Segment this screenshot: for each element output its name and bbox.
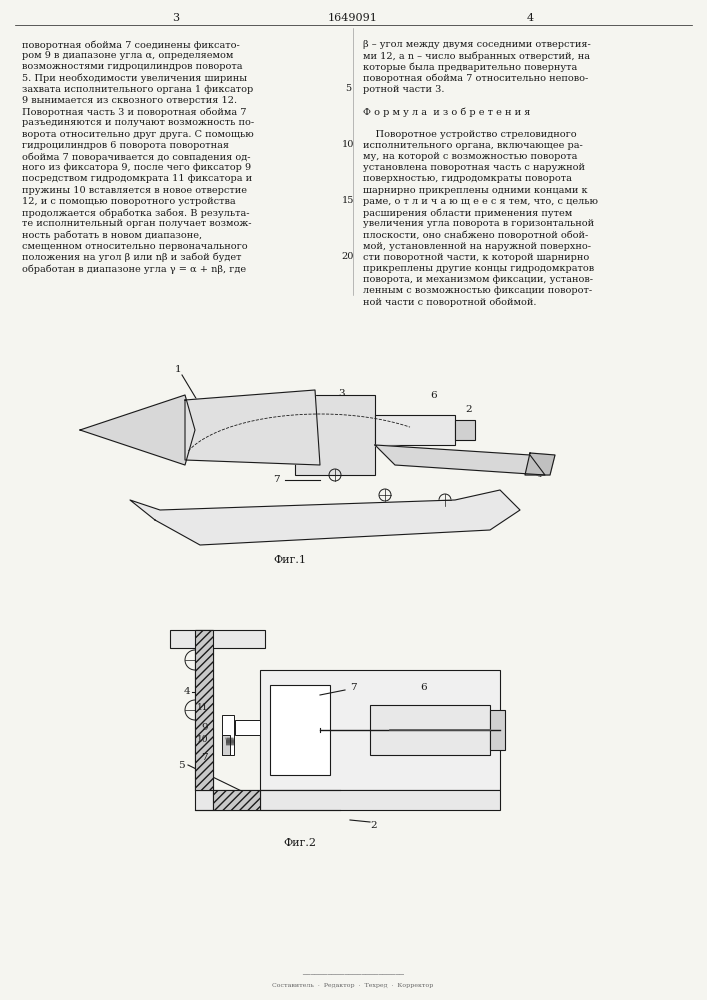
Text: ми 12, а n – число выбранных отверстий, на: ми 12, а n – число выбранных отверстий, … bbox=[363, 51, 590, 61]
Text: Фиг.1: Фиг.1 bbox=[274, 555, 307, 565]
Text: мой, установленной на наружной поверхно-: мой, установленной на наружной поверхно- bbox=[363, 242, 591, 251]
Text: плоскости, оно снабжено поворотной обой-: плоскости, оно снабжено поворотной обой- bbox=[363, 230, 588, 240]
Text: ворота относительно друг друга. С помощью: ворота относительно друг друга. С помощь… bbox=[22, 130, 254, 139]
Text: 4: 4 bbox=[527, 13, 534, 23]
Bar bbox=[260, 670, 500, 790]
Text: 4: 4 bbox=[183, 688, 190, 696]
Bar bbox=[235, 720, 260, 735]
Text: 5: 5 bbox=[178, 760, 185, 770]
Bar bbox=[270, 685, 330, 775]
Text: 9 вынимается из сквозного отверстия 12.: 9 вынимается из сквозного отверстия 12. bbox=[22, 96, 237, 105]
Text: Составитель  ·  Редактор  ·  Техред  ·  Корректор: Составитель · Редактор · Техред · Коррек… bbox=[272, 982, 433, 988]
Bar bbox=[195, 630, 213, 810]
Text: 15: 15 bbox=[341, 196, 354, 205]
Text: поворотная обойма 7 соединены фиксато-: поворотная обойма 7 соединены фиксато- bbox=[22, 40, 240, 49]
Bar bbox=[375, 415, 455, 445]
Text: 6: 6 bbox=[430, 390, 437, 399]
Text: 3: 3 bbox=[173, 13, 180, 23]
Text: ротной части 3.: ротной части 3. bbox=[363, 85, 445, 94]
Polygon shape bbox=[80, 395, 195, 465]
Bar bbox=[222, 715, 234, 755]
Text: сти поворотной части, к которой шарнирно: сти поворотной части, к которой шарнирно bbox=[363, 253, 589, 262]
Text: гидроцилиндров 6 поворота поворотная: гидроцилиндров 6 поворота поворотная bbox=[22, 141, 229, 150]
Bar bbox=[260, 790, 500, 810]
Text: ного из фиксатора 9, после чего фиксатор 9: ного из фиксатора 9, после чего фиксатор… bbox=[22, 163, 251, 172]
Text: 12, и с помощью поворотного устройства: 12, и с помощью поворотного устройства bbox=[22, 197, 235, 206]
Text: возможностями гидроцилиндров поворота: возможностями гидроцилиндров поворота bbox=[22, 62, 243, 71]
Text: 10: 10 bbox=[197, 736, 208, 744]
Text: поворота, и механизмом фиксации, установ-: поворота, и механизмом фиксации, установ… bbox=[363, 275, 593, 284]
Text: разъединяются и получают возможность по-: разъединяются и получают возможность по- bbox=[22, 118, 254, 127]
Polygon shape bbox=[525, 453, 555, 475]
Text: 7: 7 bbox=[350, 684, 356, 692]
Text: установлена поворотная часть с наружной: установлена поворотная часть с наружной bbox=[363, 163, 585, 172]
Text: ность работать в новом диапазоне,: ность работать в новом диапазоне, bbox=[22, 230, 202, 240]
Text: 8: 8 bbox=[286, 442, 292, 452]
Text: которые была предварительно повернута: которые была предварительно повернута bbox=[363, 62, 577, 72]
Text: 3: 3 bbox=[338, 388, 344, 397]
Text: поверхностью, гидродомкраты поворота: поверхностью, гидродомкраты поворота bbox=[363, 174, 572, 183]
Text: 11: 11 bbox=[197, 704, 208, 712]
Text: 2: 2 bbox=[370, 820, 377, 830]
Text: Ф о р м у л а  и з о б р е т е н и я: Ф о р м у л а и з о б р е т е н и я bbox=[363, 107, 530, 117]
Text: поворотная обойма 7 относительно непово-: поворотная обойма 7 относительно непово- bbox=[363, 74, 588, 83]
Text: ────────────────────────: ──────────────────────── bbox=[302, 972, 404, 978]
Polygon shape bbox=[130, 490, 520, 545]
Text: 5: 5 bbox=[345, 84, 351, 93]
Text: обойма 7 поворачивается до совпадения од-: обойма 7 поворачивается до совпадения од… bbox=[22, 152, 250, 161]
Text: 7: 7 bbox=[274, 476, 280, 485]
Polygon shape bbox=[185, 390, 320, 465]
Bar bbox=[295, 395, 375, 475]
Text: ром 9 в диапазоне угла α, определяемом: ром 9 в диапазоне угла α, определяемом bbox=[22, 51, 233, 60]
Text: 2: 2 bbox=[465, 406, 472, 414]
Text: Фиг.2: Фиг.2 bbox=[284, 838, 317, 848]
Bar bbox=[455, 420, 475, 440]
Bar bbox=[170, 630, 265, 648]
Polygon shape bbox=[195, 630, 260, 810]
Text: увеличения угла поворота в горизонтальной: увеличения угла поворота в горизонтально… bbox=[363, 219, 594, 228]
Text: те исполнительный орган получает возмож-: те исполнительный орган получает возмож- bbox=[22, 219, 252, 228]
Text: 20: 20 bbox=[341, 252, 354, 261]
Text: захвата исполнительного органа 1 фиксатор: захвата исполнительного органа 1 фиксато… bbox=[22, 85, 253, 94]
Text: му, на которой с возможностью поворота: му, на которой с возможностью поворота bbox=[363, 152, 578, 161]
Text: 7: 7 bbox=[201, 754, 208, 762]
Text: раме, о т л и ч а ю щ е е с я тем, что, с целью: раме, о т л и ч а ю щ е е с я тем, что, … bbox=[363, 197, 598, 206]
Text: смещенном относительно первоначального: смещенном относительно первоначального bbox=[22, 242, 247, 251]
Text: 9: 9 bbox=[201, 724, 208, 732]
Text: ленным с возможностью фиксации поворот-: ленным с возможностью фиксации поворот- bbox=[363, 286, 592, 295]
Text: 10: 10 bbox=[341, 140, 354, 149]
Text: прикреплены другие концы гидродомкратов: прикреплены другие концы гидродомкратов bbox=[363, 264, 594, 273]
Bar bbox=[490, 710, 505, 750]
Text: обработан в диапазоне угла γ = α + nβ, где: обработан в диапазоне угла γ = α + nβ, г… bbox=[22, 264, 246, 273]
Text: β – угол между двумя соседними отверстия-: β – угол между двумя соседними отверстия… bbox=[363, 40, 591, 49]
Text: шарнирно прикреплены одними концами к: шарнирно прикреплены одними концами к bbox=[363, 186, 588, 195]
Text: расширения области применения путем: расширения области применения путем bbox=[363, 208, 572, 218]
Bar bbox=[370, 705, 490, 755]
Text: 5. При необходимости увеличения ширины: 5. При необходимости увеличения ширины bbox=[22, 74, 247, 83]
Text: 6: 6 bbox=[420, 684, 426, 692]
Text: Поворотное устройство стреловидного: Поворотное устройство стреловидного bbox=[363, 130, 577, 139]
Bar bbox=[490, 720, 502, 740]
Bar bbox=[222, 735, 230, 755]
Text: ной части с поворотной обоймой.: ной части с поворотной обоймой. bbox=[363, 298, 537, 307]
Text: исполнительного органа, включающее ра-: исполнительного органа, включающее ра- bbox=[363, 141, 583, 150]
Text: положения на угол β или nβ и забой будет: положения на угол β или nβ и забой будет bbox=[22, 253, 242, 262]
Text: посредством гидродомкрата 11 фиксатора и: посредством гидродомкрата 11 фиксатора и bbox=[22, 174, 252, 183]
Text: продолжается обработка забоя. В результа-: продолжается обработка забоя. В результа… bbox=[22, 208, 250, 218]
Text: Поворотная часть 3 и поворотная обойма 7: Поворотная часть 3 и поворотная обойма 7 bbox=[22, 107, 247, 117]
Polygon shape bbox=[375, 445, 545, 475]
Text: пружины 10 вставляется в новое отверстие: пружины 10 вставляется в новое отверстие bbox=[22, 186, 247, 195]
Text: 1649091: 1649091 bbox=[328, 13, 378, 23]
Text: 1: 1 bbox=[175, 365, 182, 374]
